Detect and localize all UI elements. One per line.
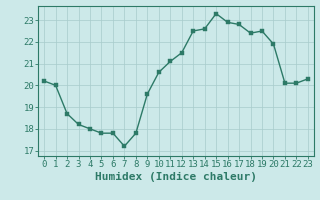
X-axis label: Humidex (Indice chaleur): Humidex (Indice chaleur) [95,172,257,182]
